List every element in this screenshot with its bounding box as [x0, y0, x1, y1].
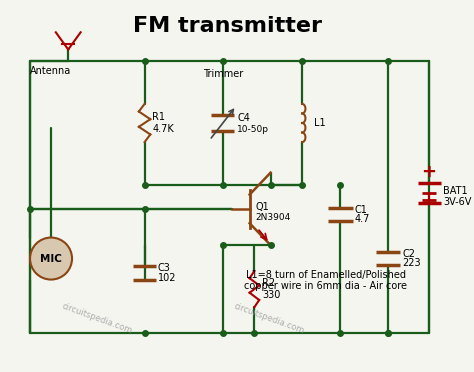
Text: 102: 102 — [158, 273, 176, 283]
Text: FM transmitter: FM transmitter — [133, 16, 322, 36]
Text: Q1: Q1 — [255, 202, 269, 212]
Text: Antenna: Antenna — [30, 66, 71, 76]
Text: Trimmer: Trimmer — [203, 68, 243, 78]
Text: C1: C1 — [355, 205, 367, 215]
Text: L1=8 turn of Enamelled/Polished
copper wire in 6mm dia - Air core: L1=8 turn of Enamelled/Polished copper w… — [245, 270, 408, 291]
Text: MIC: MIC — [40, 254, 62, 263]
Text: 330: 330 — [262, 290, 281, 300]
Text: L1: L1 — [314, 118, 325, 128]
Text: 3V-6V: 3V-6V — [443, 197, 472, 207]
Text: BAT1: BAT1 — [443, 186, 468, 196]
Text: +: + — [421, 163, 437, 181]
Text: C2: C2 — [402, 249, 415, 259]
Text: R2: R2 — [262, 278, 275, 288]
Text: circuitspedia.com: circuitspedia.com — [232, 302, 305, 336]
Text: circuitspedia.com: circuitspedia.com — [60, 302, 133, 336]
Text: 10-50p: 10-50p — [237, 125, 269, 134]
Text: 4.7: 4.7 — [355, 214, 370, 224]
Circle shape — [30, 238, 72, 279]
Text: 223: 223 — [402, 258, 421, 268]
Text: R1: R1 — [152, 112, 165, 122]
Text: C4: C4 — [237, 113, 250, 123]
Text: C3: C3 — [158, 263, 171, 273]
Text: 2N3904: 2N3904 — [255, 213, 291, 222]
Text: 4.7K: 4.7K — [152, 124, 174, 134]
